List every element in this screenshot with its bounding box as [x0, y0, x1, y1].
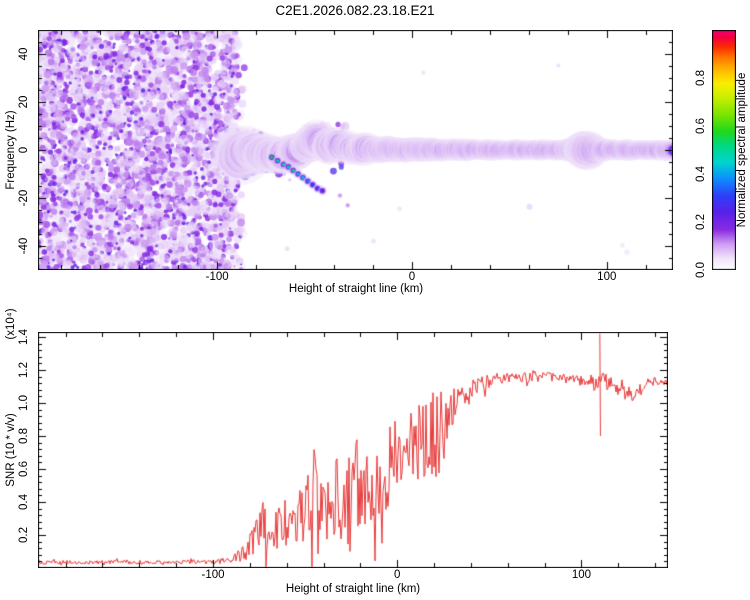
- tick-label: 0.2: [18, 526, 30, 543]
- tick-label: 0.2: [695, 214, 707, 230]
- tick-label: 0: [394, 569, 401, 581]
- tick-label: -100: [205, 271, 229, 283]
- tick-label: -100: [201, 569, 225, 581]
- tick-label: 100: [597, 271, 617, 283]
- tick-label: 0: [18, 146, 30, 154]
- tick-label: 1.4: [18, 328, 30, 345]
- snr-canvas: [38, 332, 668, 568]
- tick-label: 1.0: [18, 394, 30, 411]
- tick-label: 40: [18, 47, 30, 61]
- tick-label: 0.6: [18, 460, 30, 477]
- plot-title: C2E1.2026.082.23.18.E21: [275, 3, 435, 18]
- frequency-axis-label: Frequency (Hz): [5, 110, 17, 190]
- spectrogram-canvas: [38, 30, 673, 270]
- tick-label: 20: [18, 95, 30, 109]
- colorbar-canvas: [712, 30, 736, 270]
- top-x-axis-label: Height of straight line (km): [288, 283, 424, 295]
- tick-label: 0: [408, 271, 416, 283]
- tick-label: 0.0: [695, 262, 707, 278]
- tick-label: 0.8: [695, 70, 707, 86]
- snr-axis-label: SNR (10 * v/v): [5, 413, 17, 487]
- tick-label: 0.4: [695, 166, 707, 182]
- snr-axis-scale-label: (x10⁴): [5, 308, 17, 340]
- tick-label: -20: [18, 189, 30, 207]
- colorbar-panel: [712, 30, 736, 270]
- spectrogram-panel: [38, 30, 673, 270]
- tick-label: 0.6: [695, 118, 707, 134]
- tick-label: 100: [571, 569, 591, 581]
- snr-panel: [38, 332, 668, 568]
- tick-label: 0.4: [18, 493, 30, 510]
- tick-label: 0.8: [18, 427, 30, 444]
- tick-label: -40: [18, 237, 30, 255]
- bottom-x-axis-label: Height of straight line (km): [285, 583, 421, 595]
- colorbar-label: Normalized spectral amplitude: [736, 72, 748, 228]
- tick-label: 1.2: [18, 361, 30, 378]
